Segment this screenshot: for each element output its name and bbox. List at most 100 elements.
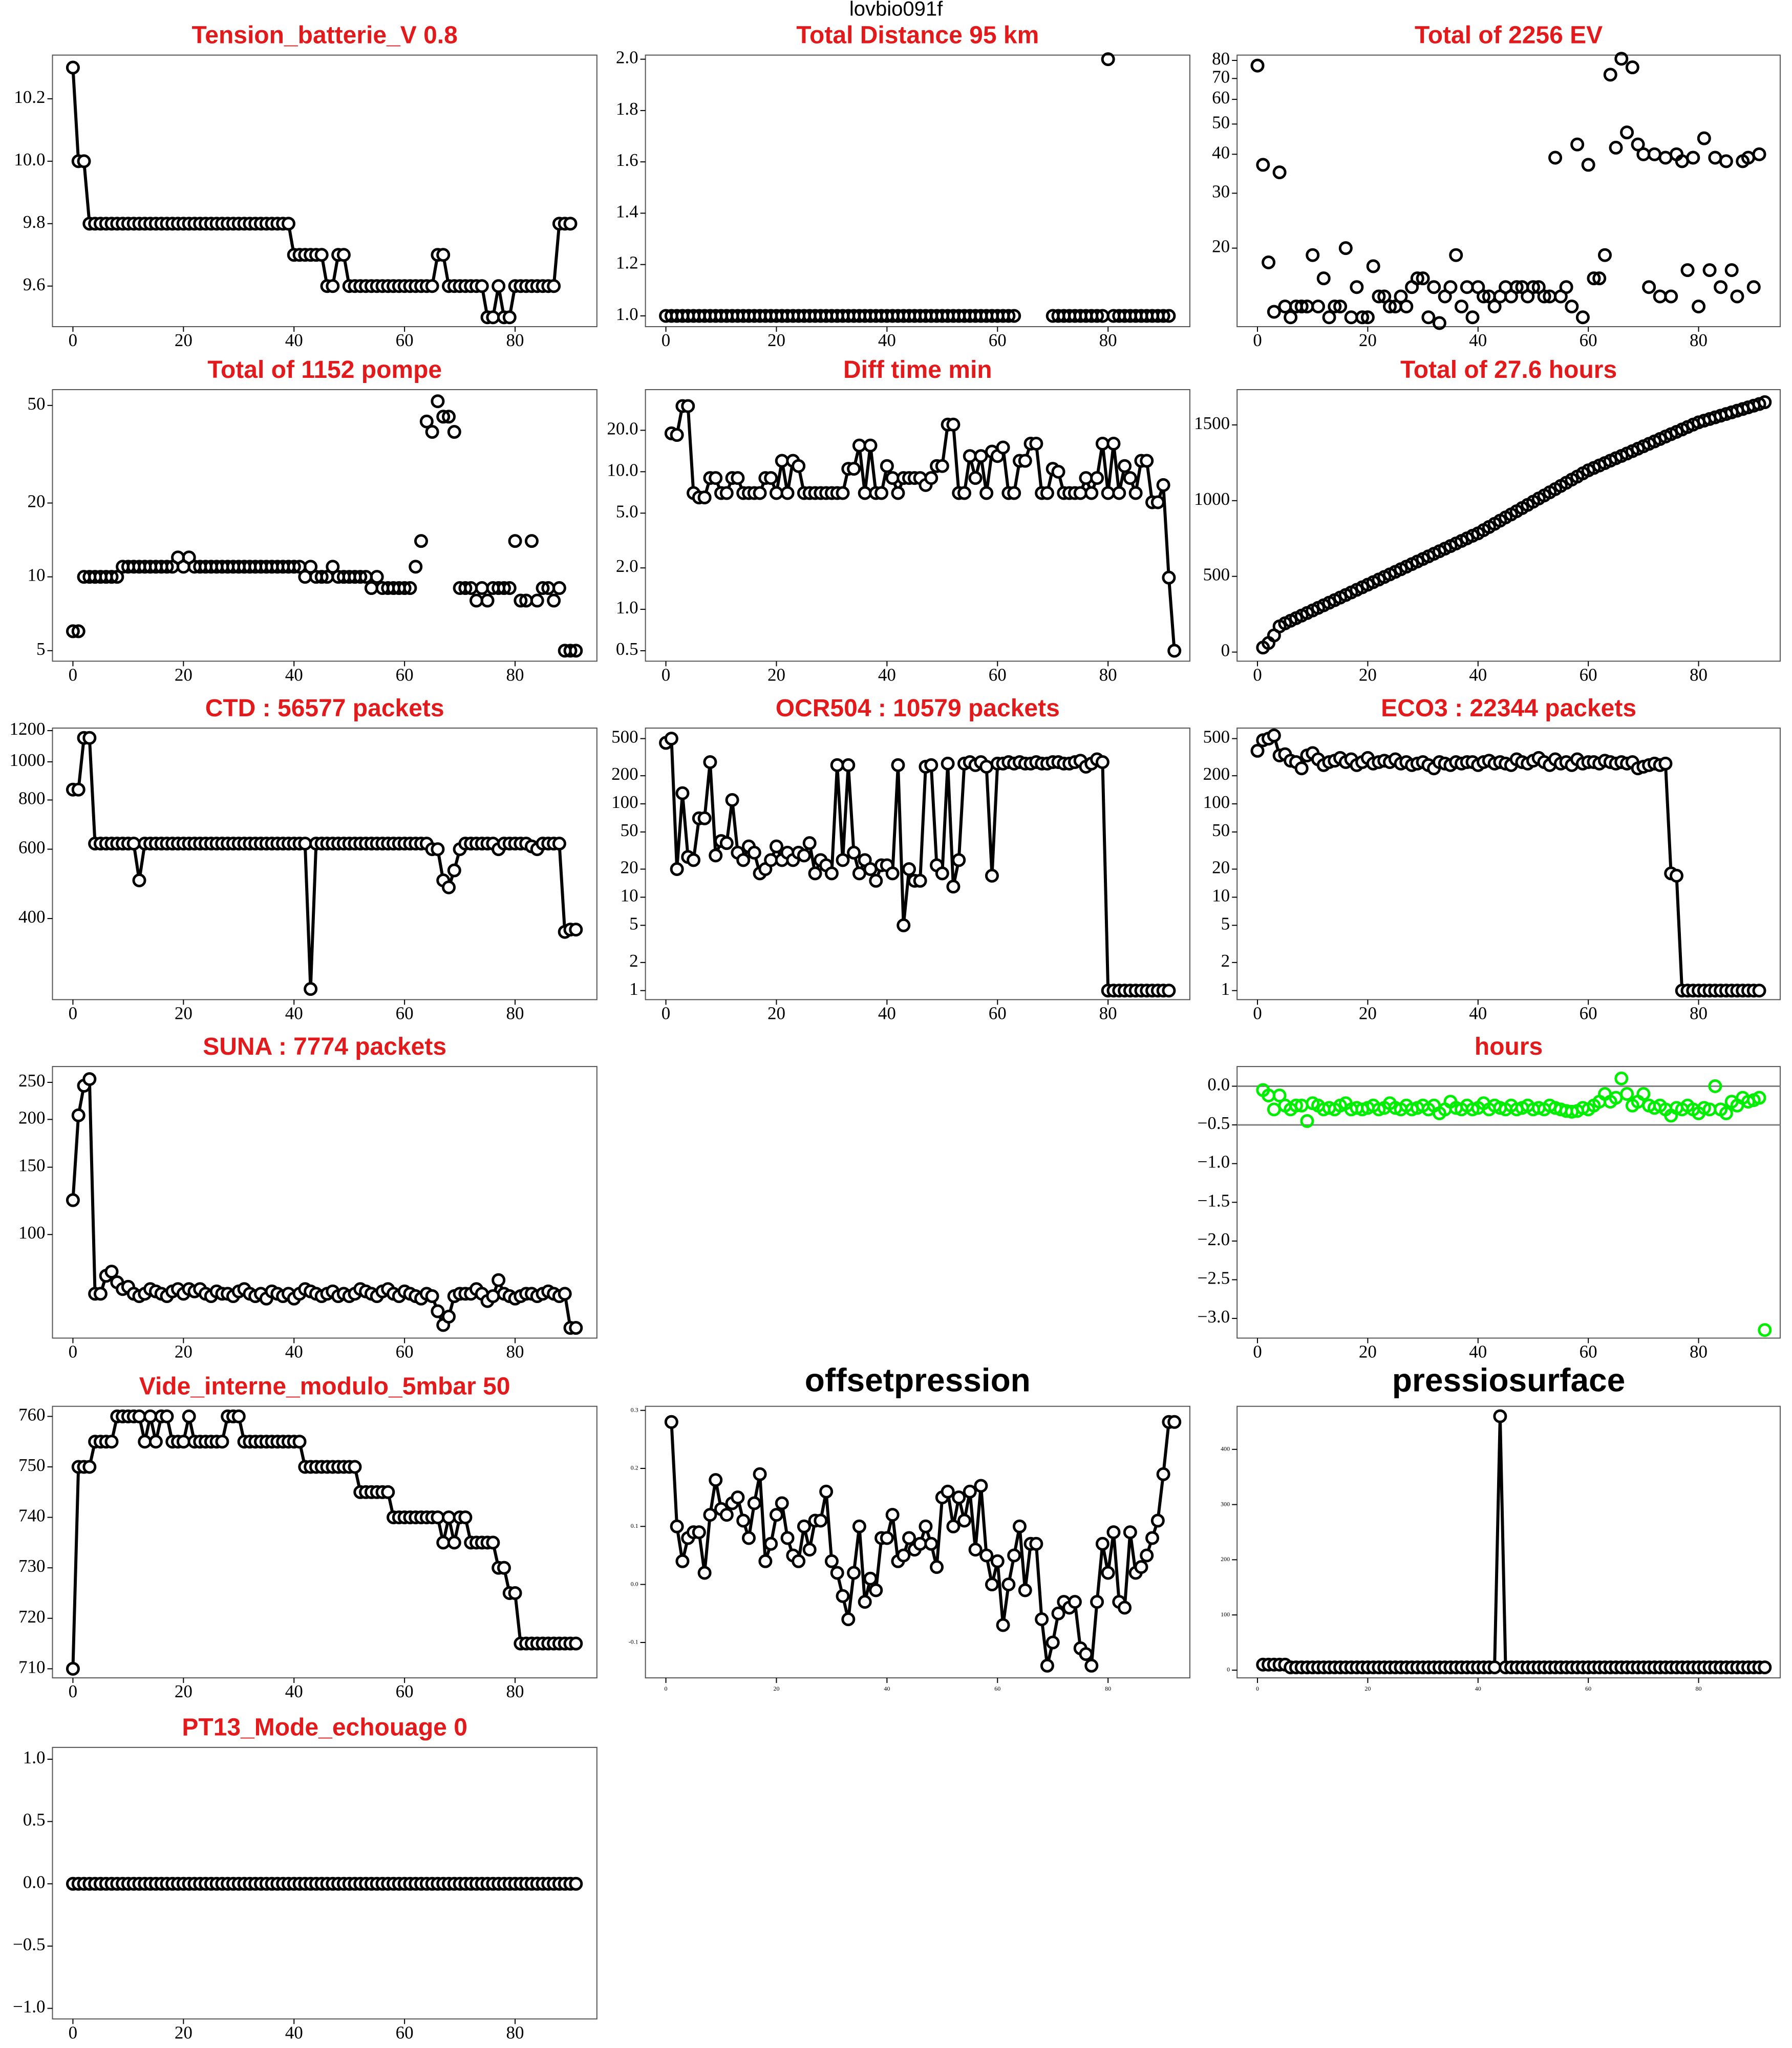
- y-tick-label: 200: [1203, 764, 1230, 784]
- y-tick-label: 750: [18, 1455, 46, 1475]
- data-point: [1537, 289, 1551, 304]
- data-point: [182, 1409, 196, 1423]
- x-tick-label: 40: [285, 1342, 303, 1362]
- data-point: [93, 1287, 108, 1301]
- y-tick-label: 200: [1221, 1555, 1230, 1563]
- data-point: [425, 425, 439, 439]
- data-point: [1040, 1658, 1054, 1673]
- data-point: [957, 486, 971, 500]
- y-tick-label: 500: [1203, 565, 1230, 585]
- data-point: [552, 581, 566, 595]
- data-point: [1509, 280, 1524, 294]
- data-point: [82, 1460, 97, 1474]
- y-tick-label: 400: [18, 907, 46, 927]
- y-tick-label: 100: [1203, 792, 1230, 812]
- data-point: [1565, 300, 1579, 314]
- x-tick-label: 0: [69, 1342, 78, 1362]
- data-point: [486, 1289, 500, 1304]
- data-point: [780, 486, 795, 500]
- data-point: [508, 534, 522, 548]
- x-tick-label: 60: [396, 2022, 414, 2042]
- plot-frame: [1236, 1405, 1781, 1679]
- y-tick-label: 1.8: [616, 99, 638, 119]
- data-point: [946, 880, 961, 894]
- data-point: [1493, 1409, 1507, 1423]
- data-point: [985, 1577, 999, 1592]
- data-point: [126, 837, 141, 851]
- y-tick-label: 1: [629, 979, 638, 999]
- y-tick-label: 200: [611, 764, 638, 784]
- x-tick-label: 40: [1469, 1003, 1487, 1023]
- chart-title: Total of 1152 pompe: [207, 356, 442, 383]
- y-tick-label: 2.0: [616, 556, 638, 576]
- data-point: [1614, 1071, 1629, 1085]
- data-point: [1294, 761, 1309, 776]
- data-point: [1322, 310, 1336, 325]
- data-point: [1018, 1583, 1032, 1597]
- y-tick-label: 0.1: [631, 1522, 638, 1529]
- x-tick-label: 60: [396, 1342, 414, 1362]
- data-point: [1680, 263, 1695, 278]
- data-point: [442, 1310, 456, 1324]
- y-tick-label: 600: [18, 838, 46, 858]
- data-point: [946, 417, 961, 432]
- y-tick-label: −2.5: [1198, 1268, 1230, 1288]
- data-point: [1366, 259, 1380, 273]
- x-tick-label: 40: [1475, 1685, 1481, 1692]
- y-tick-label: −1.5: [1198, 1190, 1230, 1210]
- x-tick-label: 0: [1256, 1685, 1259, 1692]
- data-point: [963, 449, 977, 463]
- x-tick-label: 60: [989, 665, 1007, 685]
- x-tick-label: 80: [506, 330, 524, 350]
- data-point: [1372, 289, 1386, 304]
- x-tick-label: 60: [989, 1003, 1007, 1023]
- x-tick-label: 80: [1099, 330, 1117, 350]
- y-tick-label: 9.6: [23, 274, 46, 294]
- data-point: [287, 560, 301, 574]
- data-point: [935, 459, 949, 473]
- data-point: [1449, 248, 1463, 262]
- data-point: [1272, 1089, 1287, 1103]
- y-tick-label: 50: [27, 394, 45, 414]
- data-point: [675, 1554, 690, 1568]
- data-point: [326, 560, 340, 574]
- data-point: [1079, 471, 1093, 485]
- data-point: [1758, 1660, 1772, 1675]
- y-tick-label: −1.0: [13, 1997, 46, 2017]
- data-point: [558, 1287, 572, 1301]
- data-point: [902, 862, 916, 876]
- chart-title: Tension_batterie_V 0.8: [191, 22, 457, 49]
- data-point: [1262, 255, 1276, 270]
- data-point: [1134, 1560, 1148, 1574]
- data-point: [792, 459, 806, 473]
- data-point: [753, 1467, 767, 1481]
- x-tick-label: 40: [1469, 330, 1487, 350]
- y-tick-label: 0.5: [616, 639, 638, 659]
- data-point: [1007, 486, 1021, 500]
- y-tick-label: −3.0: [1198, 1307, 1230, 1327]
- data-point: [974, 449, 988, 463]
- data-point: [1101, 486, 1115, 500]
- data-point: [409, 560, 423, 574]
- data-point: [1162, 570, 1176, 585]
- x-tick-label: 20: [175, 665, 193, 685]
- y-tick-label: 1: [1221, 979, 1230, 999]
- data-point: [703, 1508, 717, 1522]
- data-point: [1029, 436, 1043, 451]
- data-point: [758, 1554, 773, 1568]
- y-tick-label: 1000: [9, 750, 45, 770]
- data-point: [82, 1072, 97, 1086]
- y-tick-label: 0.0: [1207, 1075, 1230, 1095]
- data-point: [1581, 158, 1595, 172]
- x-tick-label: 60: [994, 1685, 1000, 1692]
- data-point: [830, 1566, 844, 1580]
- data-point: [897, 918, 911, 932]
- data-point: [747, 845, 761, 860]
- data-point: [397, 581, 412, 595]
- x-tick-label: 20: [1359, 1342, 1377, 1362]
- y-tick-label: −0.5: [13, 1934, 46, 1954]
- data-point: [104, 570, 119, 584]
- x-tick-label: 80: [1690, 665, 1708, 685]
